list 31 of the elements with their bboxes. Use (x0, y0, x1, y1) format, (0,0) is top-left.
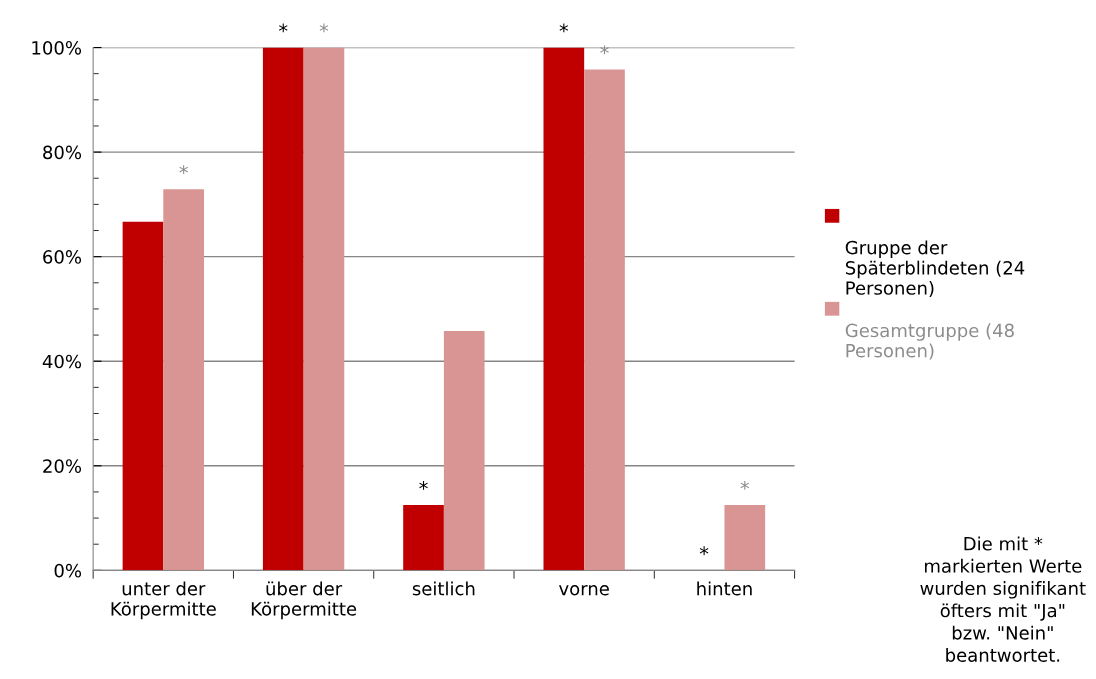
annotation: * (179, 165, 188, 175)
y-tick-label: 60% (43, 250, 82, 264)
y-tick-label: 20% (43, 459, 82, 473)
bar (122, 221, 164, 571)
bar (724, 505, 766, 571)
bar (443, 330, 485, 571)
annotation: * (559, 23, 569, 33)
y-tick-label: 40% (42, 354, 82, 369)
bar (163, 189, 204, 571)
annotation: * (419, 480, 428, 490)
bar (543, 47, 585, 571)
x-tick-label: vorne (559, 585, 609, 596)
bar (584, 69, 625, 571)
bar (403, 505, 444, 571)
x-tick-label: seitlich (412, 581, 475, 596)
annotation: * (699, 546, 709, 556)
x-tick-label: über der Körpermitte (251, 581, 357, 620)
legend-label: Gesamtgruppe (48 Personen) (845, 323, 1014, 360)
x-tick-label: hinten (697, 581, 752, 596)
y-tick-label: 0% (54, 563, 82, 578)
y-tick-label: 100% (32, 40, 82, 55)
annotation: * (319, 23, 329, 33)
bar (303, 47, 345, 571)
annotation: * (600, 45, 609, 55)
annotation: * (278, 23, 288, 33)
text: Die mit * markierten Werte wurden signifikant öfters mit "Ja" bzw. "Nein" beantwortet. (920, 536, 1086, 662)
annotation: * (740, 480, 750, 490)
y-tick-label: 80% (43, 145, 82, 160)
bar (262, 47, 304, 571)
legend-label: Gruppe der Späterblindeten (24 Personen) (845, 240, 1025, 297)
x-tick-label: unter der Körpermitte (111, 581, 216, 620)
